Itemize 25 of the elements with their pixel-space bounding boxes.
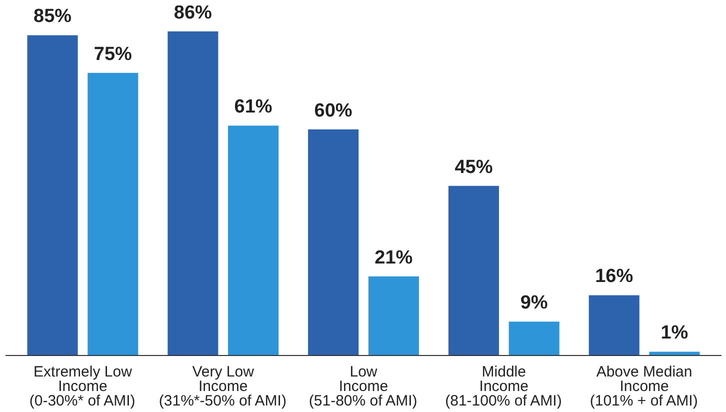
data-label: 86% (174, 2, 212, 24)
bar (448, 186, 499, 356)
bar (88, 72, 138, 356)
data-label: 16% (595, 266, 634, 288)
bar (168, 31, 218, 356)
data-label: 1% (660, 322, 688, 344)
bar (27, 35, 78, 356)
x-tick-label: Extremely Low Income (0-30%* of AMI) (29, 364, 136, 410)
bar (368, 276, 419, 356)
bar (308, 129, 359, 356)
data-label: 75% (94, 44, 132, 65)
bar (588, 295, 640, 356)
data-label: 61% (234, 96, 272, 118)
bar (228, 126, 279, 356)
bar (649, 352, 700, 356)
x-tick-label: Low Income (51-80% of AMI) (308, 364, 418, 410)
data-label: 45% (454, 156, 493, 178)
x-tick-label: Very Low Income (31%*-50% of AMI) (158, 364, 286, 410)
data-label: 21% (374, 247, 413, 268)
x-tick-label: Middle Income (81-100% of AMI) (445, 364, 562, 410)
data-label: 9% (520, 292, 548, 314)
data-label: 60% (314, 100, 352, 122)
x-tick-label: Above Median Income (101% + of AMI) (590, 364, 698, 410)
data-label: 85% (34, 6, 72, 28)
bar (508, 322, 560, 356)
